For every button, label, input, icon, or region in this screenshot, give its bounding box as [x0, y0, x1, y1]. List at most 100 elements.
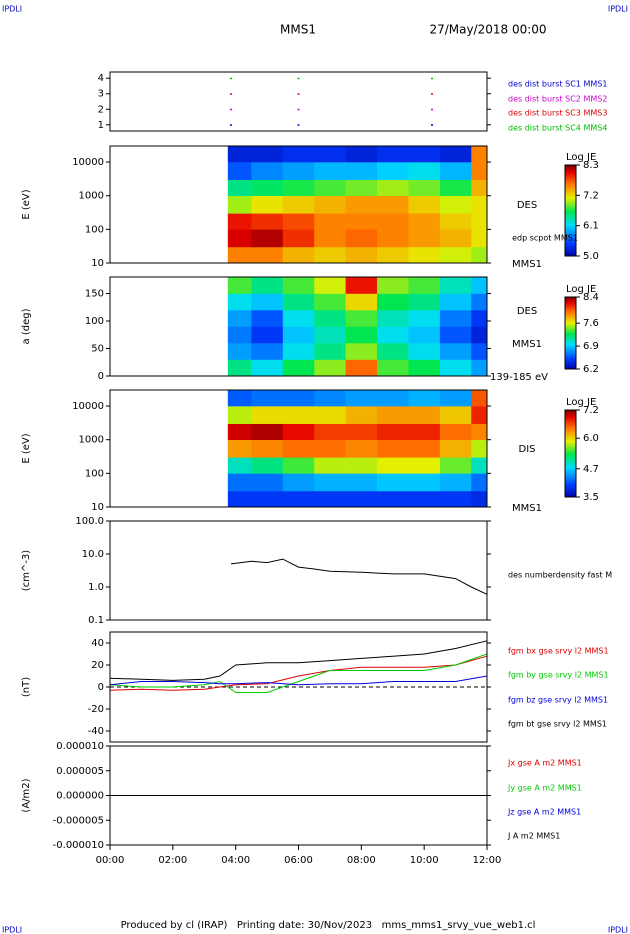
- y-tick-label: 10000: [72, 157, 104, 168]
- heat-cell: [408, 246, 441, 264]
- annotation: MMS1: [512, 259, 542, 270]
- heat-cell: [345, 195, 378, 214]
- heat-cell: [377, 277, 409, 294]
- colorbar-step: [565, 425, 576, 428]
- y-tick-label: 1: [98, 120, 104, 131]
- legend-entry: des dist burst SC3 MMS3: [508, 109, 607, 118]
- heat-cell: [282, 390, 315, 407]
- colorbar-step: [565, 208, 576, 211]
- colorbar-tick-label: 6.2: [583, 364, 599, 375]
- colorbar-step: [565, 180, 576, 184]
- heat-cell: [377, 195, 409, 214]
- heat-cell: [471, 162, 488, 180]
- colorbar-step: [565, 196, 576, 200]
- heat-cell: [314, 179, 346, 197]
- heat-cell: [314, 246, 346, 264]
- heat-cell: [345, 439, 378, 458]
- legend-entry: Jx gse A m2 MMS1: [507, 759, 582, 768]
- heat-cell: [377, 213, 409, 230]
- heat-cell: [282, 277, 315, 294]
- colorbar-step: [565, 477, 576, 481]
- x-tick-label: 08:00: [347, 855, 376, 866]
- colorbar-step: [565, 483, 576, 487]
- annotation: MMS1: [512, 503, 542, 514]
- heat-cell: [377, 310, 409, 327]
- y-axis-label: (A/m2): [21, 778, 32, 812]
- colorbar-step: [565, 249, 576, 252]
- colorbar-step: [565, 349, 576, 352]
- heat-cell: [439, 490, 472, 508]
- panel-frame: [109, 389, 488, 508]
- colorbar-title: Log JE: [566, 284, 596, 295]
- y-tick-label: 0: [98, 371, 104, 382]
- y-tick-label: 50: [91, 344, 104, 355]
- colorbar-tick-label: 5.0: [583, 251, 599, 262]
- colorbar-step: [565, 329, 576, 332]
- colorbar-step: [565, 347, 576, 350]
- heat-cell: [471, 146, 488, 163]
- burst-mark: [431, 77, 434, 80]
- colorbar-step: [565, 304, 576, 307]
- heat-cell: [408, 326, 441, 344]
- heat-cell: [251, 343, 284, 360]
- colorbar-step: [565, 473, 576, 476]
- heat-cell: [377, 229, 409, 248]
- heat-cell: [377, 146, 409, 163]
- heat-cell: [377, 343, 409, 360]
- heat-cell: [251, 457, 284, 474]
- heat-cell: [282, 195, 315, 214]
- heat-cell: [439, 246, 472, 264]
- colorbar-step: [565, 418, 576, 422]
- y-tick-label: 100.0: [75, 516, 104, 527]
- colorbar-step: [565, 331, 576, 334]
- heat-cell: [251, 490, 284, 508]
- colorbar-step: [565, 333, 576, 336]
- colorbar-step: [565, 457, 576, 461]
- corner-label: IPDLI: [608, 926, 628, 934]
- y-axis-label: E (eV): [21, 189, 32, 219]
- heat-cell: [251, 162, 284, 180]
- colorbar-step: [565, 165, 576, 168]
- colorbar-step: [565, 320, 576, 323]
- colorbar-step: [565, 318, 576, 321]
- colorbar-step: [565, 298, 576, 302]
- annotation: 139-185 eV: [490, 372, 548, 383]
- colorbar-step: [565, 466, 576, 470]
- colorbar-step: [565, 309, 576, 312]
- y-tick-label: 10000: [72, 401, 104, 412]
- colorbar-tick-label: 7.2: [583, 405, 599, 416]
- legend-entry: fgm bz gse srvy l2 MMS1: [508, 696, 608, 705]
- colorbar-step: [565, 212, 576, 216]
- heat-cell: [471, 293, 488, 311]
- heat-cell: [227, 179, 252, 197]
- legend-entry: fgm by gse srvy l2 MMS1: [508, 671, 609, 680]
- colorbar-step: [565, 340, 576, 343]
- colorbar-step: [565, 226, 576, 230]
- colorbar-step: [565, 449, 576, 452]
- heat-cell: [345, 490, 378, 508]
- heat-cell: [251, 406, 284, 424]
- colorbar-step: [565, 187, 576, 191]
- colorbar-title: Log JE: [566, 397, 596, 408]
- heat-cell: [408, 359, 441, 377]
- heat-cell: [408, 490, 441, 508]
- colorbar-step: [565, 455, 576, 459]
- heat-cell: [377, 246, 409, 264]
- y-tick-label: 150: [85, 289, 104, 300]
- colorbar-step: [565, 300, 576, 303]
- heat-cell: [408, 423, 441, 441]
- heat-cell: [377, 326, 409, 344]
- colorbar-step: [565, 190, 576, 193]
- heat-cell: [314, 359, 346, 377]
- colorbar-step: [565, 488, 576, 491]
- colorbar-step: [565, 363, 576, 366]
- heat-cell: [377, 423, 409, 441]
- series-line: [109, 675, 488, 686]
- y-tick-label: 0.1: [88, 615, 104, 626]
- colorbar-step: [565, 451, 576, 454]
- colorbar-step: [565, 316, 576, 320]
- heat-cell: [282, 213, 315, 230]
- heat-cell: [227, 423, 252, 441]
- heat-cell: [471, 343, 488, 360]
- corner-label: IPDLI: [608, 5, 628, 14]
